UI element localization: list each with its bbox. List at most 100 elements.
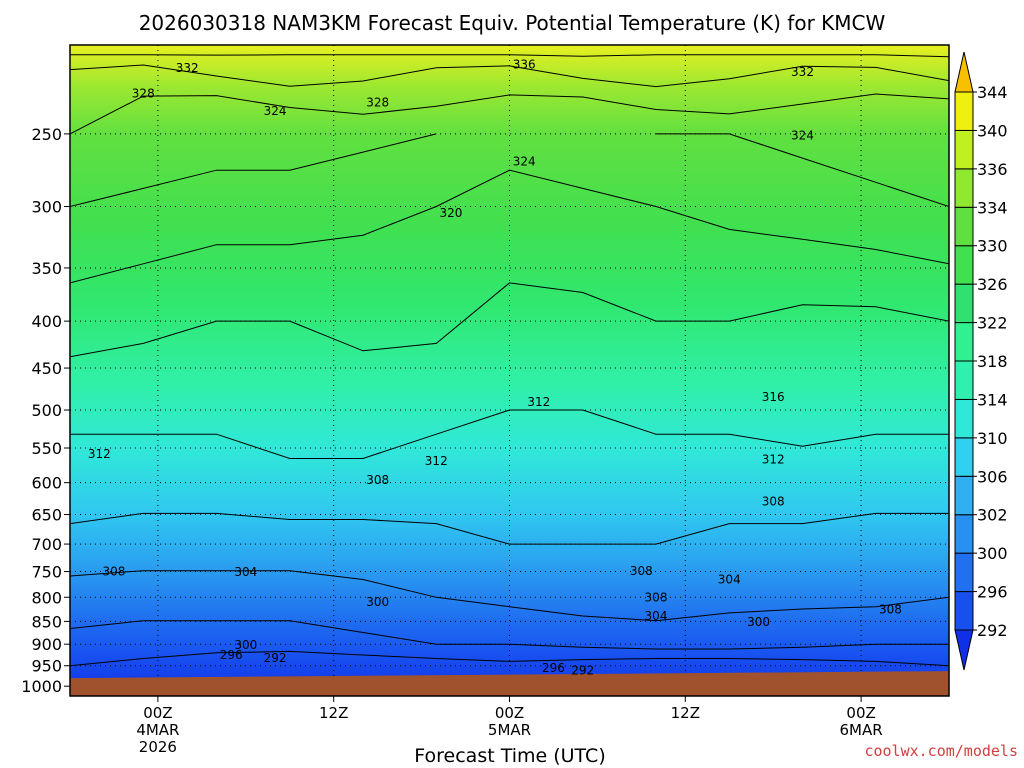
colorbar-label: 340 [977,121,1008,140]
colorbar-swatch [954,206,974,247]
contour-line-336 [70,54,949,58]
colorbar-swatch [954,437,974,477]
colorbar-swatch [954,168,974,208]
credit-text: coolwx.com/models [864,742,1018,760]
contour-label: 332 [791,65,814,79]
contour-label: 308 [879,603,902,617]
colorbar-arrow-high [954,51,974,93]
colorbar-label: 336 [977,160,1008,179]
contour-label: 312 [88,447,111,461]
y-tick-label: 800 [31,588,62,607]
contour-label: 300 [366,595,389,609]
contour-label: 300 [234,638,257,652]
x-tick-label: 12Z [671,704,700,722]
colorbar-label: 302 [977,506,1008,525]
contour-label: 308 [645,590,668,604]
contour-line-308 [70,512,949,545]
colorbar-label: 326 [977,275,1008,294]
colorbar-swatch [954,91,974,131]
colorbar-label: 314 [977,390,1008,409]
contour-label: 336 [513,57,536,71]
contour-label: 292 [264,651,287,665]
colorbar-label: 330 [977,237,1008,256]
contour-label: 292 [571,663,594,677]
x-tick-label: 2026 [139,738,177,756]
y-tick-label: 500 [31,401,62,420]
y-tick-label: 750 [31,563,62,582]
colorbar: 292 296 300 302 306 310 314 318 322 326 330 334 336 3… [954,51,1008,671]
chart-title: 2026030318 NAM3KM Forecast Equiv. Potent… [139,11,886,35]
y-tick-label: 550 [31,439,62,458]
contour-label: 312 [527,395,550,409]
contour-label: 320 [439,206,462,220]
colorbar-swatch [954,360,974,400]
contour-line-328 [70,93,949,135]
colorbar-label: 296 [977,583,1008,602]
contour-label: 324 [791,128,814,142]
colorbar-swatch [954,129,974,170]
colorbar-label: 344 [977,83,1008,102]
contour-label: 308 [630,564,653,578]
x-tick-label: 6MAR [840,721,883,739]
y-tick-label: 600 [31,474,62,493]
y-tick-label: 900 [31,635,62,654]
contour-line-316 [70,282,949,358]
contour-labels: 332 336 332 328 324 328 324 324 320 312 312 316 312 3… [88,57,902,677]
contour-label: 312 [425,454,448,468]
contour-label: 308 [366,473,389,487]
contour-label: 332 [176,61,199,75]
contour-label: 296 [220,648,243,662]
contour-line-296 [70,650,949,667]
colorbar-swatch [954,283,974,324]
y-tick-label: 1000 [21,677,62,696]
y-tick-label: 650 [31,506,62,525]
contour-label: 300 [747,615,770,629]
contour-label: 328 [366,95,389,109]
y-tick-label: 400 [31,312,62,331]
colorbar-swatch [954,475,974,516]
contour-label: 304 [645,609,668,623]
x-tick-label: 4MAR [136,721,179,739]
y-tick-label: 300 [31,198,62,217]
contour-label: 308 [762,494,785,508]
contour-label: 324 [513,155,536,169]
colorbar-label: 318 [977,352,1008,371]
y-tick-label: 250 [31,125,62,144]
contour-label: 324 [264,104,287,118]
colorbar-label: 310 [977,429,1008,448]
contour-line-300 [70,620,949,650]
y-tick-label: 350 [31,259,62,278]
colorbar-swatch [954,514,974,554]
plot-area [70,45,949,696]
x-tick-label: 00Z [143,704,172,722]
contour-label: 316 [762,390,785,404]
colorbar-arrow-low [954,629,974,671]
colorbar-label: 334 [977,198,1008,217]
colorbar-swatch [954,552,974,593]
contour-label: 304 [234,565,257,579]
x-tick-label: 00Z [846,704,875,722]
ground-surface [70,671,949,696]
contour-label: 308 [102,565,125,579]
x-axis-label: Forecast Time (UTC) [414,745,605,767]
contour-line-324 [70,133,949,207]
x-tick-label: 00Z [495,704,524,722]
contour-line-304 [70,570,949,622]
x-tick-label: 12Z [319,704,348,722]
colorbar-swatch [954,398,974,439]
colorbar-label: 300 [977,544,1008,563]
contour-label: 304 [718,572,741,586]
contour-label: 312 [762,452,785,466]
colorbar-label: 292 [977,621,1008,640]
colorbar-label: 306 [977,467,1008,486]
gridlines [70,45,949,696]
y-tick-label: 450 [31,359,62,378]
y-axis: 250 300 350 400 450 500 550 600 650 700 750 800 850 9… [21,125,70,696]
contour-label: 328 [132,87,155,101]
y-tick-label: 950 [31,657,62,676]
colorbar-swatch [954,591,974,631]
colorbar-label: 322 [977,314,1008,333]
contour-label: 296 [542,661,565,675]
y-tick-label: 700 [31,535,62,554]
